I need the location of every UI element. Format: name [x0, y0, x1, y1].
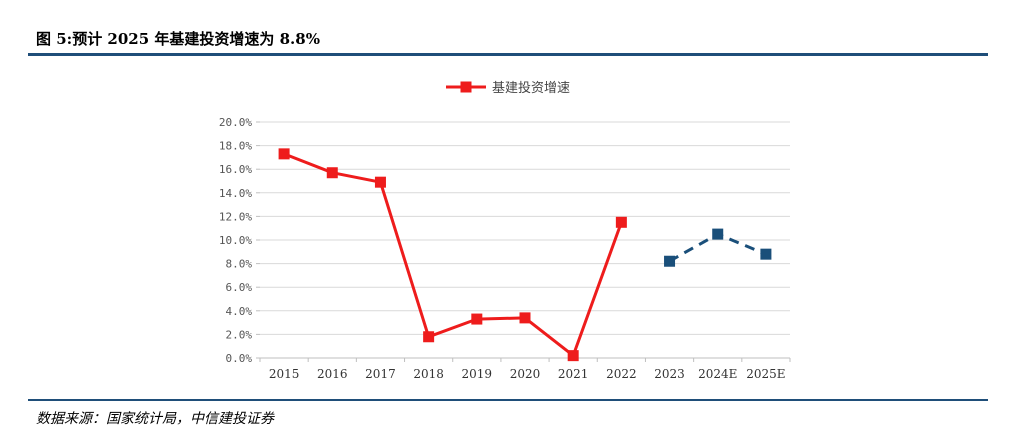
forecast-point [712, 228, 724, 240]
y-tick-label: 6.0% [226, 281, 253, 294]
source-note: 数据来源：国家统计局，中信建投证券 [36, 411, 274, 427]
actual-point [278, 148, 290, 160]
forecast-point [664, 255, 676, 267]
actual-point [471, 313, 483, 325]
x-tick-label: 2023 [654, 367, 685, 381]
x-tick-label: 2020 [510, 367, 541, 381]
y-axis-ticks: 0.0% 2.0% 4.0% 6.0% 8.0% 10.0% 12.0% 14.0% 16.0%… [219, 116, 260, 365]
y-tick-label: 10.0% [219, 234, 252, 247]
x-tick-label: 2022 [606, 367, 637, 381]
x-tick-label: 2015 [269, 367, 300, 381]
y-tick-label: 14.0% [219, 187, 252, 200]
figure-title: 图 5:预计 2025 年基建投资增速为 8.8% [36, 30, 320, 48]
legend-marker [460, 81, 472, 93]
actual-point [326, 167, 338, 179]
y-tick-label: 0.0% [226, 352, 253, 365]
actual-point [615, 216, 627, 228]
x-tick-label: 2024E [698, 367, 737, 381]
actual-point [519, 312, 531, 324]
forecast-point [760, 248, 772, 260]
actual-point [567, 350, 579, 362]
y-tick-label: 8.0% [226, 258, 253, 271]
x-tick-label: 2021 [558, 367, 589, 381]
y-tick-label: 20.0% [219, 116, 252, 129]
top-rule [28, 53, 988, 56]
x-tick-label: 2017 [365, 367, 396, 381]
actual-point [423, 331, 435, 343]
actual-series-line [283, 152, 623, 358]
grid-lines [260, 121, 790, 359]
x-tick-label: 2025E [746, 367, 785, 381]
x-tick-label: 2016 [317, 367, 348, 381]
y-tick-label: 2.0% [226, 328, 253, 341]
y-tick-label: 4.0% [226, 305, 253, 318]
y-tick-label: 12.0% [219, 210, 252, 223]
legend: 基建投资增速 [446, 80, 570, 96]
x-tick-label: 2018 [413, 367, 444, 381]
y-tick-label: 18.0% [219, 140, 252, 153]
y-tick-label: 16.0% [219, 163, 252, 176]
legend-label: 基建投资增速 [492, 80, 570, 96]
bottom-rule [28, 399, 988, 401]
x-axis-ticks: 2015 2016 2017 2018 2019 2020 2021 2022 2023 2024… [259, 358, 791, 381]
actual-point [374, 176, 386, 188]
series-group [278, 148, 772, 362]
x-tick-label: 2019 [462, 367, 493, 381]
